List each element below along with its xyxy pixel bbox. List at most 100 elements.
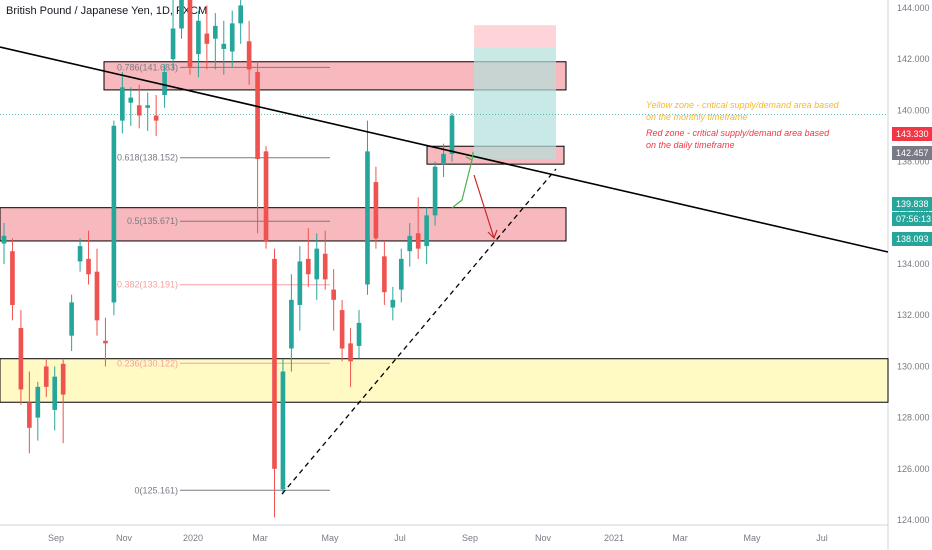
- candle-body: [229, 23, 235, 52]
- candle-body: [339, 310, 345, 349]
- projection-up-arrowhead: [465, 151, 474, 161]
- candle-body: [348, 343, 353, 362]
- candle-body: [322, 253, 328, 280]
- projection-down-arrowhead: [487, 229, 498, 240]
- y-tick-label: 124.000: [897, 515, 930, 525]
- projection-down-arrow: [473, 174, 495, 239]
- price-tag: 138.093: [892, 232, 932, 246]
- x-tick-label: Sep: [48, 533, 64, 543]
- price-tag-bg: [892, 146, 932, 160]
- price-tag-label: 138.093: [896, 234, 929, 244]
- candle-body: [94, 271, 100, 321]
- candle-body: [27, 402, 32, 428]
- annotation-text-2: Red zone - critical supply/demand area b…: [646, 128, 830, 138]
- x-tick-label: Jul: [816, 533, 828, 543]
- candle-body: [103, 340, 108, 344]
- candle-body: [212, 25, 218, 39]
- price-tag-label: 139.838: [896, 199, 929, 209]
- candle-body: [407, 235, 413, 252]
- annotation-text-0: Yellow zone - critical supply/demand are…: [646, 100, 840, 110]
- ascending-dashed-trendline: [281, 168, 557, 495]
- x-tick-label: May: [743, 533, 761, 543]
- descending-trendline: [0, 46, 889, 253]
- candle-body: [128, 97, 134, 103]
- candle-body: [153, 115, 159, 121]
- fib-label-0.786: 0.786(141.683): [117, 62, 178, 72]
- candle-body: [390, 299, 396, 308]
- candle-body: [373, 182, 379, 239]
- candle-body: [1, 235, 7, 244]
- fib-label-0.5: 0.5(135.671): [127, 216, 178, 226]
- candle-body: [69, 302, 74, 336]
- price-tag-label: 07:56:13: [896, 214, 931, 224]
- candle-body: [297, 261, 303, 305]
- yellow-zone-3: [0, 358, 889, 403]
- candle-body: [43, 366, 49, 387]
- candle-body: [170, 28, 176, 60]
- candle-body: [289, 299, 294, 349]
- y-tick-label: 138.000: [897, 157, 930, 167]
- y-tick-label: 144.000: [897, 3, 930, 13]
- candle-body: [221, 43, 227, 49]
- fib-label-0.236: 0.236(130.122): [117, 358, 178, 368]
- candle-body: [255, 72, 260, 160]
- x-tick-label: Nov: [535, 533, 552, 543]
- candle-body: [179, 0, 184, 29]
- y-tick-label: 130.000: [897, 361, 930, 371]
- candle-body: [196, 20, 201, 55]
- price-tag-label: 142.457: [896, 148, 929, 158]
- price-tag: 143.330: [892, 127, 932, 141]
- price-tag: 07:56:13: [892, 212, 932, 226]
- take-profit-area: [474, 47, 556, 160]
- candle-body: [187, 0, 193, 67]
- candle-body: [263, 151, 269, 241]
- candle-body: [60, 363, 66, 395]
- candle-body: [238, 5, 244, 24]
- candle-body: [136, 105, 142, 116]
- y-tick-label: 126.000: [897, 464, 930, 474]
- fib-label-0.618: 0.618(138.152): [117, 153, 178, 163]
- candle-body: [365, 151, 370, 285]
- candle-body: [35, 386, 41, 418]
- chart-title: British Pound / Japanese Yen, 1D, FXCM: [6, 5, 208, 17]
- candle-body: [441, 153, 446, 165]
- candle-body: [449, 115, 455, 154]
- price-tag-bg: [892, 212, 932, 226]
- candle-body: [398, 258, 404, 290]
- y-tick-label: 128.000: [897, 413, 930, 423]
- fib-label-0: 0(125.161): [134, 485, 178, 495]
- x-tick-label: Mar: [252, 533, 268, 543]
- fib-label-0.382: 0.382(133.191): [117, 280, 178, 290]
- x-tick-label: Jul: [394, 533, 406, 543]
- candle-body: [314, 248, 320, 280]
- price-tag: 142.457: [892, 146, 932, 160]
- candle-body: [204, 33, 210, 44]
- candle-body: [356, 322, 362, 346]
- projection-up-arrow: [451, 159, 473, 209]
- candle-body: [382, 256, 387, 293]
- price-tag-bg: [892, 232, 932, 246]
- y-tick-label: 142.000: [897, 54, 930, 64]
- price-tag-bg: [892, 127, 932, 141]
- candle-body: [432, 166, 438, 216]
- candle-body: [162, 72, 167, 96]
- candle-body: [424, 215, 429, 247]
- red-zone-2: [0, 207, 567, 242]
- candle-body: [10, 251, 15, 305]
- candle-body: [415, 233, 421, 249]
- price-tag: 139.838: [892, 197, 932, 211]
- x-tick-label: 2021: [604, 533, 624, 543]
- x-tick-label: Nov: [116, 533, 133, 543]
- stop-loss-area: [474, 25, 556, 48]
- price-tag-bg: [892, 197, 932, 211]
- candles-group: [1, 0, 455, 518]
- y-tick-label: 134.000: [897, 259, 930, 269]
- candle-body: [331, 289, 336, 300]
- candle-body: [280, 371, 286, 490]
- candle-body: [246, 41, 252, 70]
- price-tag-label: 143.330: [896, 129, 929, 139]
- candle-body: [111, 125, 117, 303]
- candle-body: [145, 105, 151, 108]
- candle-body: [18, 328, 24, 390]
